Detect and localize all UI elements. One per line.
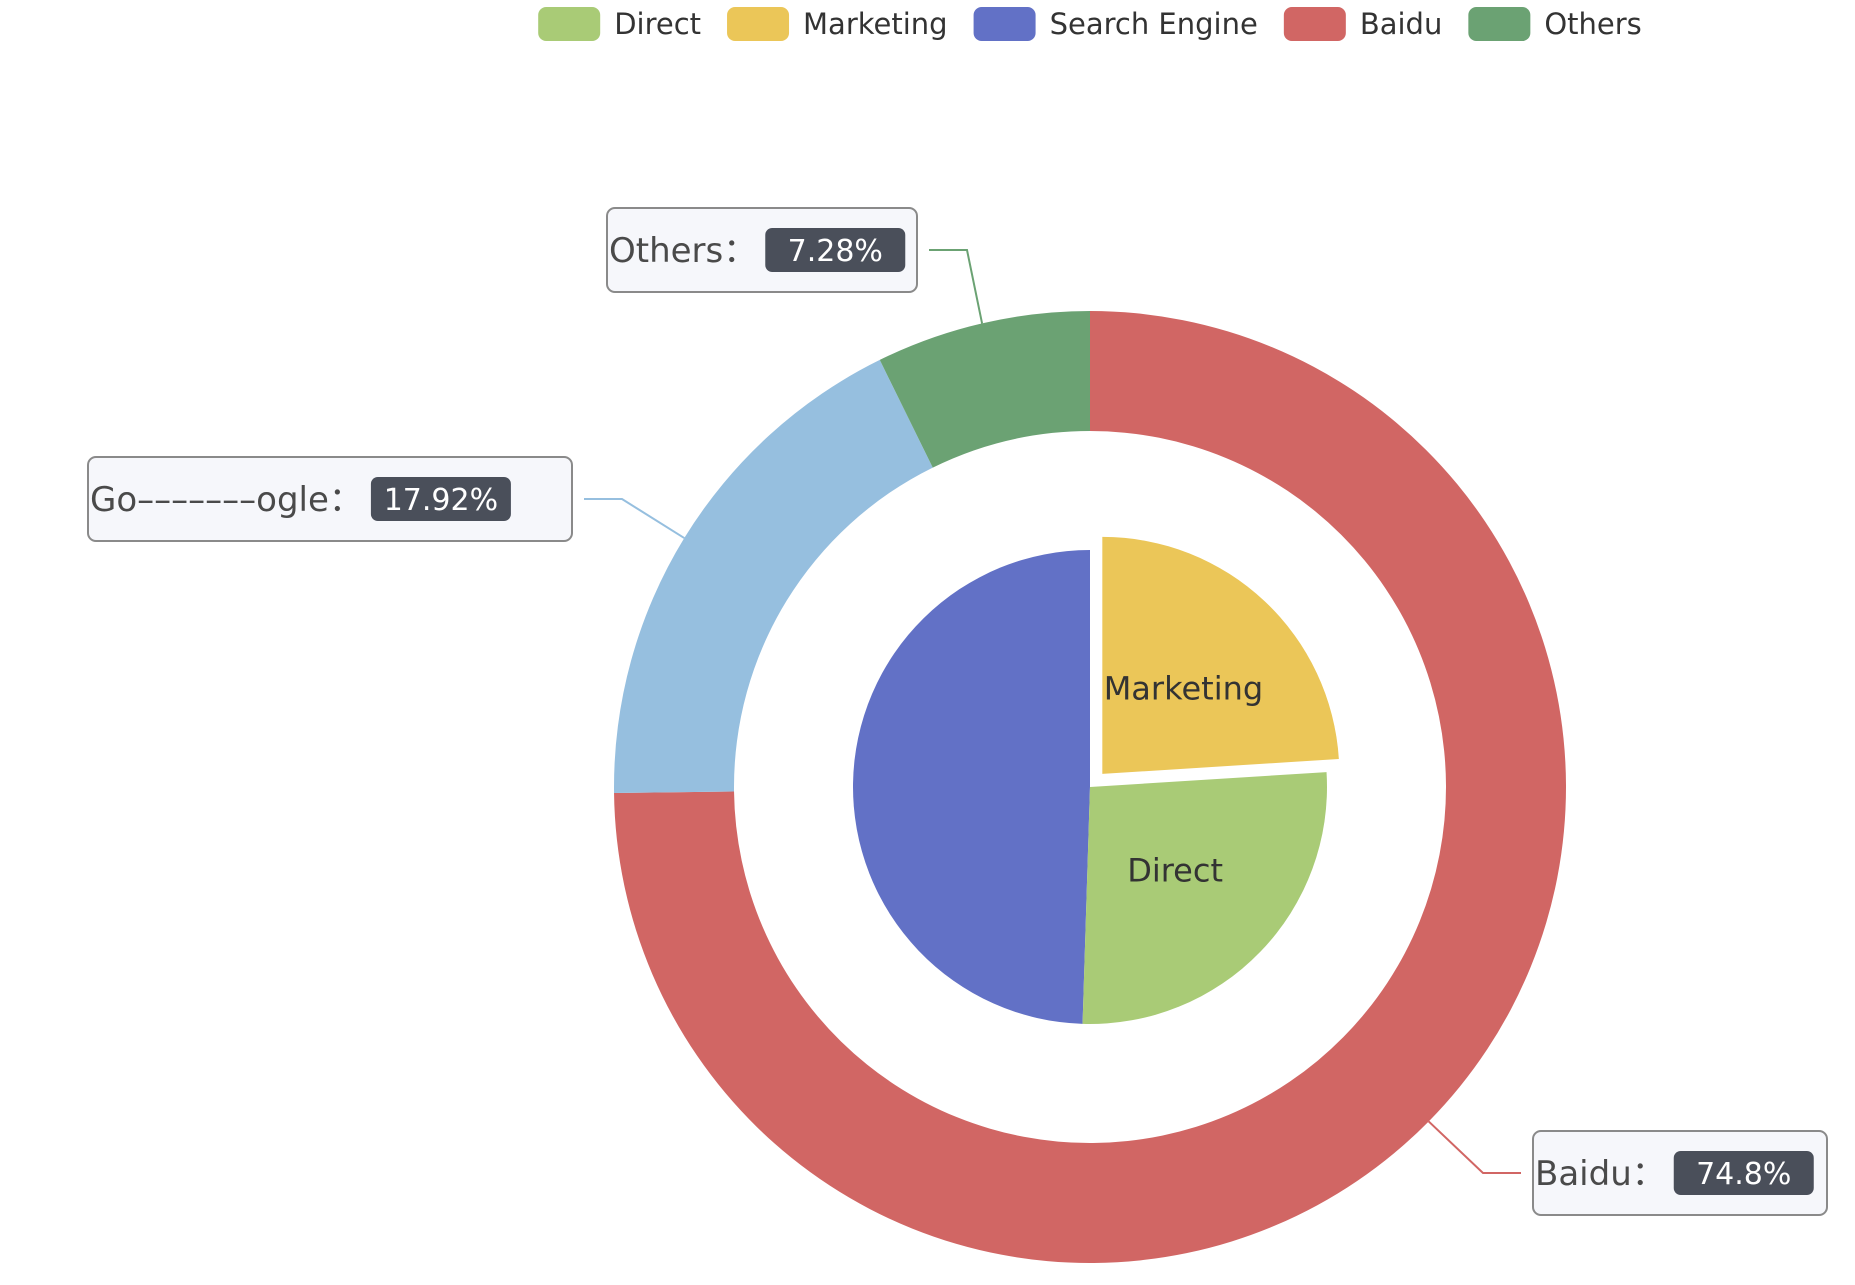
callout-name: Baidu： [1535, 1154, 1666, 1194]
pie-slice-direct[interactable] [1082, 772, 1327, 1025]
leader-line [929, 249, 984, 324]
callout-value: 7.28% [788, 234, 883, 269]
legend-item-search-engine[interactable]: Search Engine [973, 7, 1258, 41]
legend-swatch [1468, 7, 1531, 41]
leader-line [584, 498, 685, 539]
legend-swatch [973, 7, 1036, 41]
callout-value-badge [370, 477, 511, 521]
legend-label: Search Engine [1050, 7, 1258, 41]
leader-line [1428, 1120, 1521, 1174]
legend-label: Baidu [1360, 7, 1443, 41]
legend-swatch [538, 7, 601, 41]
pie-slice-marketing[interactable] [1102, 536, 1339, 774]
legend-label: Others [1544, 7, 1641, 41]
callout-value: 74.8% [1696, 1157, 1791, 1192]
callout-value: 17.92% [384, 483, 498, 518]
legend-item-marketing[interactable]: Marketing [727, 7, 948, 41]
callout-google: Go–––––––ogle： 17.92% [87, 456, 685, 542]
legend-item-others[interactable]: Others [1468, 7, 1642, 41]
callout-name: Others： [609, 231, 757, 271]
ring-segment-google[interactable] [614, 359, 933, 793]
pie-label-marketing: Marketing [1104, 669, 1263, 707]
legend-item-direct[interactable]: Direct [538, 7, 701, 41]
callout-value-badge [1673, 1151, 1814, 1195]
legend-label: Marketing [803, 7, 948, 41]
legend-label: Direct [614, 7, 701, 41]
legend-swatch [1283, 7, 1346, 41]
callout-others: Others： 7.28% [606, 207, 984, 324]
outer-ring-labels: Baidu： 74.8% Go–––––––ogle： 17.92% Others： 7.… [87, 207, 1828, 1216]
callout-value-badge [765, 228, 906, 272]
callout-name: Go–––––––ogle： [90, 480, 363, 520]
legend: Direct Marketing Search Engine Baidu Others [538, 7, 1642, 41]
outer-ring [614, 311, 1566, 1264]
inner-pie: Search EngineDirectMarketing [853, 536, 1339, 1025]
pie-slice-search-engine[interactable] [853, 550, 1090, 1024]
ring-segment-others[interactable] [879, 311, 1090, 468]
legend-swatch [727, 7, 790, 41]
pie-label-direct: Direct [1127, 851, 1223, 889]
callout-baidu: Baidu： 74.8% [1428, 1120, 1828, 1216]
legend-item-baidu[interactable]: Baidu [1283, 7, 1443, 41]
